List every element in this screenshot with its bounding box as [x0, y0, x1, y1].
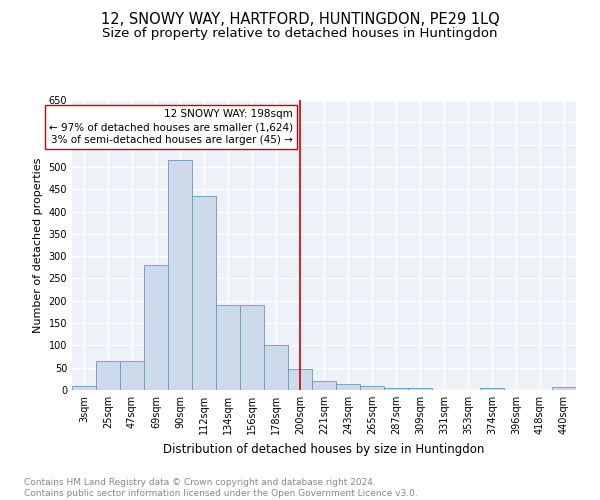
Bar	[312, 381, 336, 390]
X-axis label: Distribution of detached houses by size in Huntingdon: Distribution of detached houses by size …	[163, 442, 485, 456]
Bar	[168, 160, 192, 390]
Bar	[552, 387, 576, 390]
Text: Size of property relative to detached houses in Huntingdon: Size of property relative to detached ho…	[102, 28, 498, 40]
Text: 12, SNOWY WAY, HARTFORD, HUNTINGDON, PE29 1LQ: 12, SNOWY WAY, HARTFORD, HUNTINGDON, PE2…	[101, 12, 499, 28]
Bar	[384, 388, 408, 390]
Bar	[408, 388, 432, 390]
Bar	[120, 361, 144, 390]
Bar	[288, 368, 312, 390]
Bar	[96, 361, 120, 390]
Bar	[216, 305, 240, 390]
Bar	[240, 305, 264, 390]
Bar	[192, 196, 216, 390]
Bar	[264, 346, 288, 390]
Y-axis label: Number of detached properties: Number of detached properties	[33, 158, 43, 332]
Bar	[144, 265, 168, 390]
Bar	[480, 388, 504, 390]
Bar	[336, 384, 360, 390]
Bar	[360, 386, 384, 390]
Bar	[72, 386, 96, 390]
Text: 12 SNOWY WAY: 198sqm
← 97% of detached houses are smaller (1,624)
3% of semi-det: 12 SNOWY WAY: 198sqm ← 97% of detached h…	[49, 109, 293, 146]
Text: Contains HM Land Registry data © Crown copyright and database right 2024.
Contai: Contains HM Land Registry data © Crown c…	[24, 478, 418, 498]
